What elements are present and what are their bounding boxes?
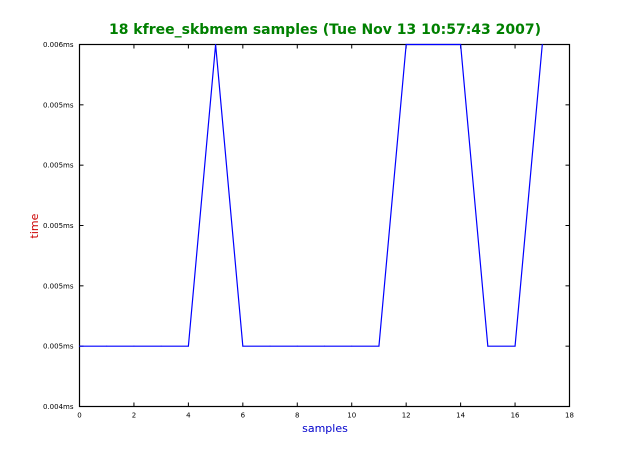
x-tick-label: 12 [402, 412, 411, 420]
x-tick-label: 8 [295, 412, 299, 420]
data-point [106, 345, 108, 347]
x-tick-label: 18 [565, 412, 574, 420]
data-point [215, 44, 217, 45]
y-tick-label: 0.005ms [43, 282, 74, 290]
y-tick-label: 0.004ms [43, 403, 74, 411]
data-point [432, 44, 434, 45]
x-tick-label: 0 [77, 412, 81, 420]
data-point [187, 345, 189, 347]
y-tick-label: 0.005ms [43, 101, 74, 109]
data-point [79, 345, 80, 347]
y-tick-label: 0.006ms [43, 41, 74, 49]
data-point [351, 345, 353, 347]
x-tick-label: 2 [132, 412, 136, 420]
data-point [541, 44, 543, 45]
x-tick-label: 4 [186, 412, 191, 420]
series-layer [79, 43, 543, 347]
y-tick-label: 0.005ms [43, 222, 74, 230]
data-point [133, 345, 135, 347]
plot-frame [78, 43, 571, 408]
y-axis-ticks: 0.004ms 0.005ms 0.005ms 0.005ms 0.005ms 0.005… [43, 41, 570, 411]
data-point [269, 345, 271, 347]
x-tick-label: 6 [241, 412, 246, 420]
data-point [378, 345, 380, 347]
data-point [460, 44, 462, 45]
y-tick-label: 0.005ms [43, 162, 74, 170]
x-axis-ticks: 0 2 4 6 8 10 12 14 16 18 [77, 44, 574, 420]
data-point [405, 44, 407, 45]
x-axis-label: samples [302, 422, 348, 435]
data-point [514, 345, 516, 347]
data-point [487, 345, 489, 347]
chart-title: 18 kfree_skbmem samples (Tue Nov 13 10:5… [109, 22, 541, 38]
series-line [79, 43, 543, 347]
data-point [242, 345, 244, 347]
x-tick-label: 14 [456, 412, 465, 420]
data-point [296, 345, 298, 347]
y-axis-label: time [28, 213, 41, 238]
y-tick-label: 0.005ms [43, 343, 74, 351]
x-tick-label: 10 [347, 412, 356, 420]
x-tick-label: 16 [511, 412, 520, 420]
data-point [160, 345, 162, 347]
data-point [324, 345, 325, 347]
